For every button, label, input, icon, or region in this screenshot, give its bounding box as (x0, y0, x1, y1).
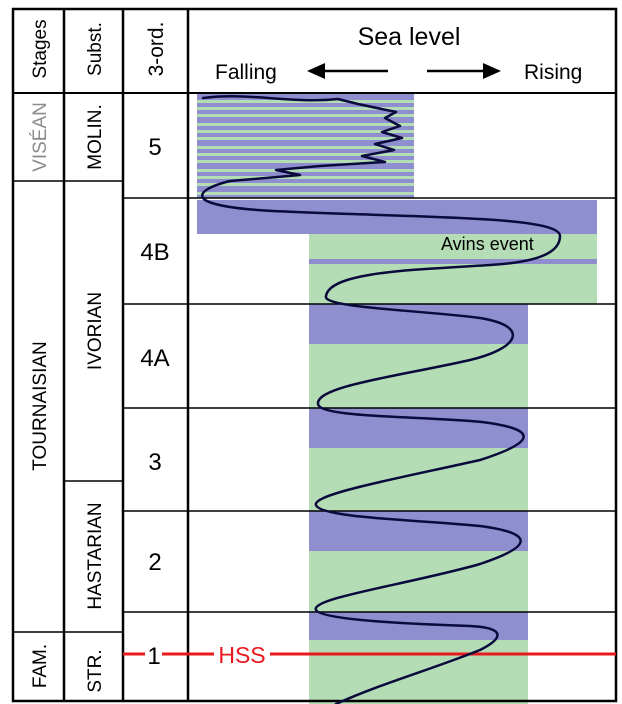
substage-ivorian: IVORIAN (85, 292, 106, 370)
seq5-stripe (197, 117, 414, 123)
seq3-blue-band (309, 408, 528, 448)
seq1-blue-band (309, 612, 528, 640)
sequence-4b: 4B (140, 239, 169, 266)
facies-bands (197, 94, 597, 704)
substage-strunian: STR. (85, 649, 106, 692)
stage-visean: VISÉAN (30, 102, 51, 172)
table-grid (11, 7, 618, 703)
sequence-3: 3 (148, 449, 161, 476)
seq4b-green-band (309, 234, 597, 304)
seq5-stripe (197, 163, 414, 169)
seq5-stripe (197, 156, 414, 160)
seq5-stripe (197, 110, 414, 114)
avins-event-label: Avins event (441, 234, 534, 254)
arrowhead-right-icon (483, 63, 501, 79)
seq5-stripe (197, 94, 414, 100)
seq4b-blue-band (197, 200, 597, 234)
substage-hastarian: HASTARIAN (85, 502, 106, 609)
seq5-stripe (197, 195, 414, 198)
sea-level-curve (201, 95, 562, 704)
seq3-green-band (309, 448, 528, 511)
seq5-stripe (197, 133, 414, 137)
header-substages: Subst. (85, 22, 106, 76)
seq2-green-band (309, 551, 528, 612)
stage-famennian: FAM. (30, 644, 51, 688)
header-third-order: 3-ord. (145, 22, 168, 77)
sea-level-title: Sea level (358, 23, 461, 51)
seq5-stripe (197, 172, 414, 176)
substage-molinacian: MOLIN. (85, 104, 106, 169)
seq5-stripes (197, 94, 414, 198)
falling-label: Falling (215, 61, 277, 84)
sequence-2: 2 (148, 549, 161, 576)
stage-tournaisian: TOURNAISIAN (30, 341, 51, 471)
seq5-stripe (197, 186, 414, 192)
rising-label: Rising (524, 61, 582, 84)
outer-frame (11, 7, 618, 703)
seq4a-green-band (309, 344, 528, 408)
seq5-stripe (197, 179, 414, 183)
sequence-4a: 4A (140, 345, 169, 372)
seq2-blue-band (309, 511, 528, 551)
sequence-5: 5 (148, 134, 161, 161)
hss-label: HSS (218, 642, 265, 668)
header-stages: Stages (30, 19, 51, 78)
seq5-stripe (197, 103, 414, 107)
seq4b-thin-blue-line (309, 259, 597, 264)
seq5-stripe (197, 140, 414, 146)
sequence-1: 1 (147, 643, 160, 670)
rising-arrow (427, 63, 501, 79)
falling-arrow (307, 63, 388, 79)
seq5-stripe (197, 126, 414, 130)
seq5-stripe (197, 149, 414, 153)
seq4a-blue-band (309, 304, 528, 344)
arrowhead-left-icon (307, 63, 325, 79)
